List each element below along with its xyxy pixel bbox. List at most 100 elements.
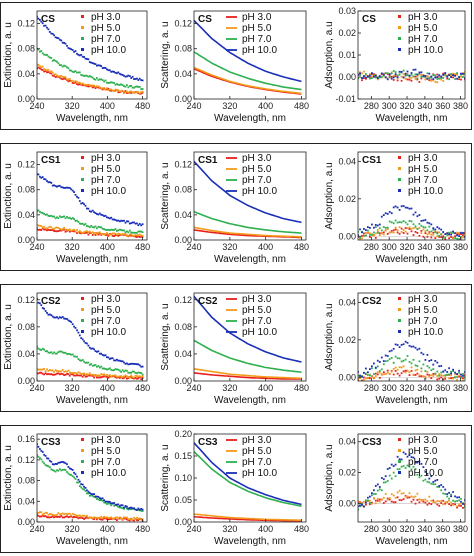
series-line-pH-10-0 bbox=[194, 19, 302, 83]
data-point bbox=[371, 365, 373, 368]
data-point bbox=[121, 220, 124, 222]
data-point bbox=[416, 227, 419, 230]
data-point bbox=[118, 506, 121, 509]
data-point bbox=[464, 499, 465, 501]
data-point bbox=[111, 229, 114, 231]
y-tick-label: -0.01 bbox=[335, 94, 356, 104]
data-point bbox=[436, 78, 439, 80]
data-point bbox=[103, 515, 105, 518]
data-point bbox=[424, 76, 427, 78]
data-point bbox=[404, 77, 407, 80]
data-point bbox=[432, 368, 435, 370]
data-point bbox=[126, 220, 128, 223]
data-point bbox=[422, 353, 425, 356]
data-point bbox=[396, 372, 399, 375]
data-point bbox=[37, 66, 40, 69]
data-point bbox=[390, 463, 393, 466]
data-point bbox=[440, 228, 443, 231]
data-point bbox=[37, 173, 38, 176]
data-point bbox=[448, 373, 450, 376]
data-point bbox=[398, 374, 401, 377]
data-point bbox=[440, 233, 443, 235]
data-point bbox=[97, 64, 100, 67]
x-tick-label: 320 bbox=[65, 101, 80, 111]
data-point bbox=[73, 191, 75, 193]
data-point bbox=[66, 515, 68, 518]
data-point bbox=[80, 231, 83, 234]
data-point bbox=[63, 76, 65, 78]
data-point bbox=[37, 455, 40, 458]
data-point bbox=[107, 69, 110, 72]
data-point bbox=[394, 355, 397, 358]
data-point bbox=[117, 89, 120, 92]
data-point bbox=[386, 233, 389, 235]
legend-label: pH 10.0 bbox=[408, 327, 443, 338]
data-point bbox=[114, 376, 117, 379]
data-point bbox=[63, 226, 65, 229]
data-point bbox=[358, 230, 359, 233]
data-point bbox=[386, 228, 389, 230]
data-point bbox=[111, 502, 114, 505]
data-point bbox=[404, 453, 407, 455]
data-point bbox=[432, 373, 435, 375]
y-tick-label: 0.16 bbox=[17, 434, 35, 444]
data-point bbox=[456, 77, 458, 80]
data-point bbox=[78, 514, 81, 517]
data-point bbox=[450, 74, 452, 77]
y-tick-label: 0.08 bbox=[17, 322, 35, 332]
data-point bbox=[87, 85, 90, 88]
data-point bbox=[418, 73, 421, 76]
data-point bbox=[66, 216, 68, 218]
data-point bbox=[358, 371, 359, 373]
data-point bbox=[418, 360, 421, 363]
data-point bbox=[388, 467, 391, 469]
data-point bbox=[64, 65, 67, 68]
data-point bbox=[464, 71, 465, 73]
data-point bbox=[37, 347, 40, 350]
data-point bbox=[462, 72, 464, 75]
data-point bbox=[422, 363, 425, 366]
data-point bbox=[118, 359, 121, 362]
data-point bbox=[103, 501, 105, 504]
data-point bbox=[68, 512, 71, 515]
legend-label: pH 7.0 bbox=[91, 34, 121, 45]
data-point bbox=[422, 466, 425, 468]
data-point bbox=[67, 373, 70, 376]
data-point bbox=[64, 217, 67, 220]
data-point bbox=[448, 503, 450, 505]
data-point bbox=[113, 71, 115, 73]
data-point bbox=[54, 463, 57, 465]
data-point bbox=[66, 229, 68, 232]
data-point bbox=[141, 373, 144, 376]
data-point bbox=[410, 468, 413, 471]
data-point bbox=[464, 78, 465, 81]
data-point bbox=[37, 210, 38, 213]
series-line-pH-10-0 bbox=[194, 295, 302, 363]
data-point bbox=[47, 181, 50, 184]
data-point bbox=[436, 486, 439, 488]
data-point bbox=[134, 518, 137, 520]
data-point bbox=[434, 231, 437, 234]
data-point bbox=[446, 232, 449, 235]
legend-label: pH 3.0 bbox=[408, 12, 438, 23]
data-point bbox=[138, 233, 141, 236]
y-tick-label: 0.03 bbox=[338, 6, 356, 16]
data-point bbox=[40, 511, 43, 514]
data-point bbox=[64, 351, 67, 354]
data-point bbox=[400, 75, 403, 78]
data-point bbox=[68, 473, 71, 476]
data-point bbox=[91, 234, 94, 236]
data-point bbox=[137, 517, 140, 520]
data-point bbox=[44, 372, 47, 375]
data-point bbox=[77, 478, 80, 481]
data-point bbox=[432, 499, 435, 502]
data-point bbox=[462, 236, 464, 239]
data-point bbox=[402, 465, 405, 467]
data-point bbox=[361, 72, 363, 75]
data-point bbox=[396, 74, 399, 77]
data-point bbox=[53, 469, 55, 472]
data-point bbox=[107, 82, 110, 84]
data-point bbox=[394, 205, 397, 208]
series-line-pH-7-0 bbox=[194, 51, 302, 91]
data-point bbox=[422, 500, 425, 503]
